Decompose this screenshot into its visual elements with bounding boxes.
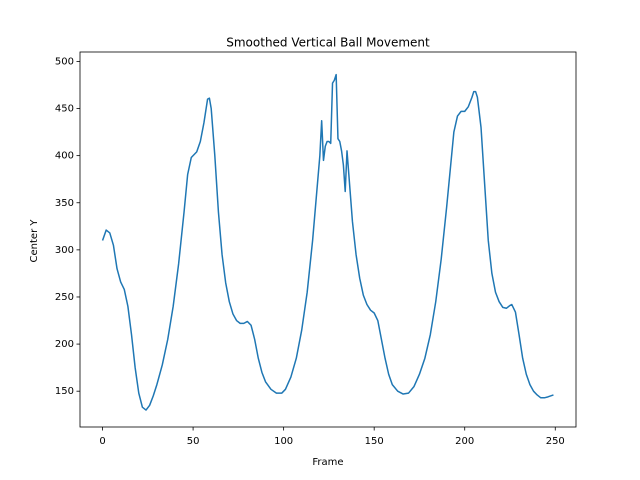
x-tick-label: 100 [274, 436, 293, 447]
y-tick-label: 250 [55, 292, 74, 303]
y-tick-label: 200 [55, 339, 74, 350]
y-tick-label: 150 [55, 386, 74, 397]
y-axis-label: Center Y [29, 219, 40, 263]
x-tick-label: 0 [99, 436, 105, 447]
x-tick-label: 200 [455, 436, 474, 447]
x-tick-label: 150 [365, 436, 384, 447]
x-tick-label: 50 [187, 436, 200, 447]
x-axis-label: Frame [312, 457, 343, 468]
chart-title: Smoothed Vertical Ball Movement [226, 36, 430, 50]
y-tick-label: 300 [55, 245, 74, 256]
y-tick-label: 400 [55, 151, 74, 162]
axes-frame [79, 51, 577, 428]
x-tick-label: 250 [546, 436, 565, 447]
y-tick-label: 350 [55, 198, 74, 209]
y-tick-label: 450 [55, 104, 74, 115]
y-tick-label: 500 [55, 56, 74, 67]
data-line [101, 73, 554, 411]
